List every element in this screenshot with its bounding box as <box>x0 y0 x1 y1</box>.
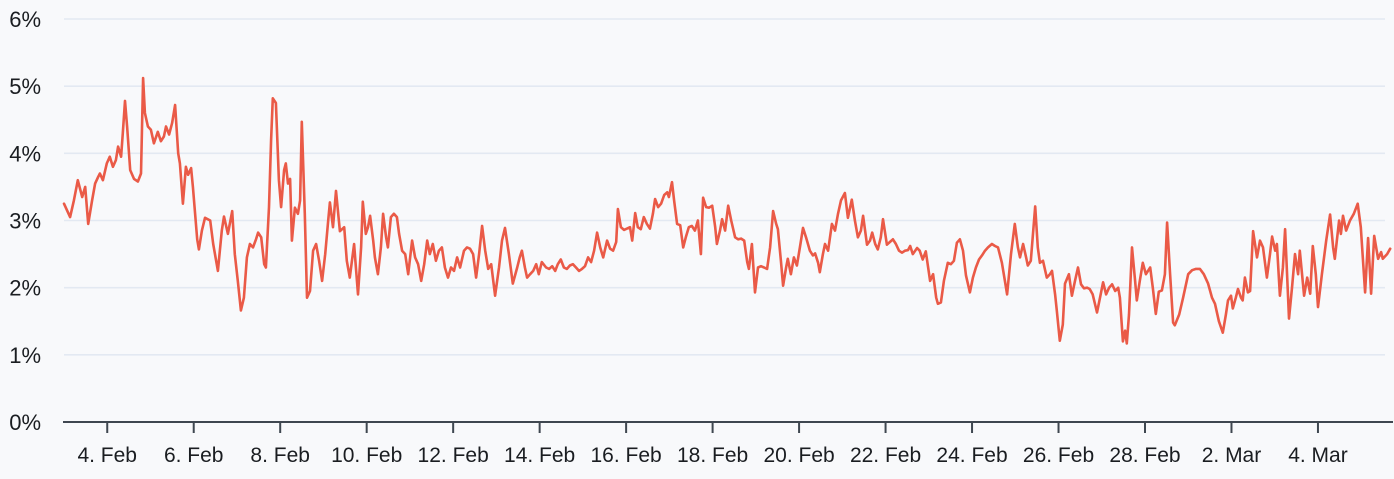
series-line-percentage <box>62 76 1392 345</box>
y-axis-label-1: 1% <box>9 343 41 368</box>
y-axis-label-4: 4% <box>9 141 41 166</box>
y-axis-label-2: 2% <box>9 276 41 301</box>
x-axis-label: 6. Feb <box>164 444 224 467</box>
x-axis-label: 22. Feb <box>850 444 921 467</box>
x-axis-label: 4. Mar <box>1288 444 1348 467</box>
y-axis-label-6: 6% <box>9 7 41 32</box>
x-axis-label: 24. Feb <box>936 444 1007 467</box>
x-axis-label: 10. Feb <box>331 444 402 467</box>
x-axis-label: 14. Feb <box>504 444 575 467</box>
y-axis-label-0: 0% <box>9 410 41 435</box>
x-axis-label: 12. Feb <box>418 444 489 467</box>
y-axis-label-5: 5% <box>9 74 41 99</box>
series-group <box>62 76 1392 345</box>
y-axis-labels-group: 0% 1% 2% 3% 4% 5% 6% <box>9 7 41 435</box>
y-axis-label-3: 3% <box>9 209 41 234</box>
x-axis-label: 4. Feb <box>77 444 137 467</box>
x-axis-label: 20. Feb <box>763 444 834 467</box>
x-axis-label: 18. Feb <box>677 444 748 467</box>
x-axis-label: 2. Mar <box>1202 444 1262 467</box>
x-axis-label: 8. Feb <box>250 444 310 467</box>
x-axis-label: 16. Feb <box>591 444 662 467</box>
x-axis-label: 28. Feb <box>1109 444 1180 467</box>
gridlines-group <box>64 18 1385 356</box>
x-axis-label: 26. Feb <box>1023 444 1094 467</box>
x-axis-group: 4. Feb 6. Feb 8. Feb 10. Feb 12. Feb 14. Feb 1… <box>63 421 1393 467</box>
